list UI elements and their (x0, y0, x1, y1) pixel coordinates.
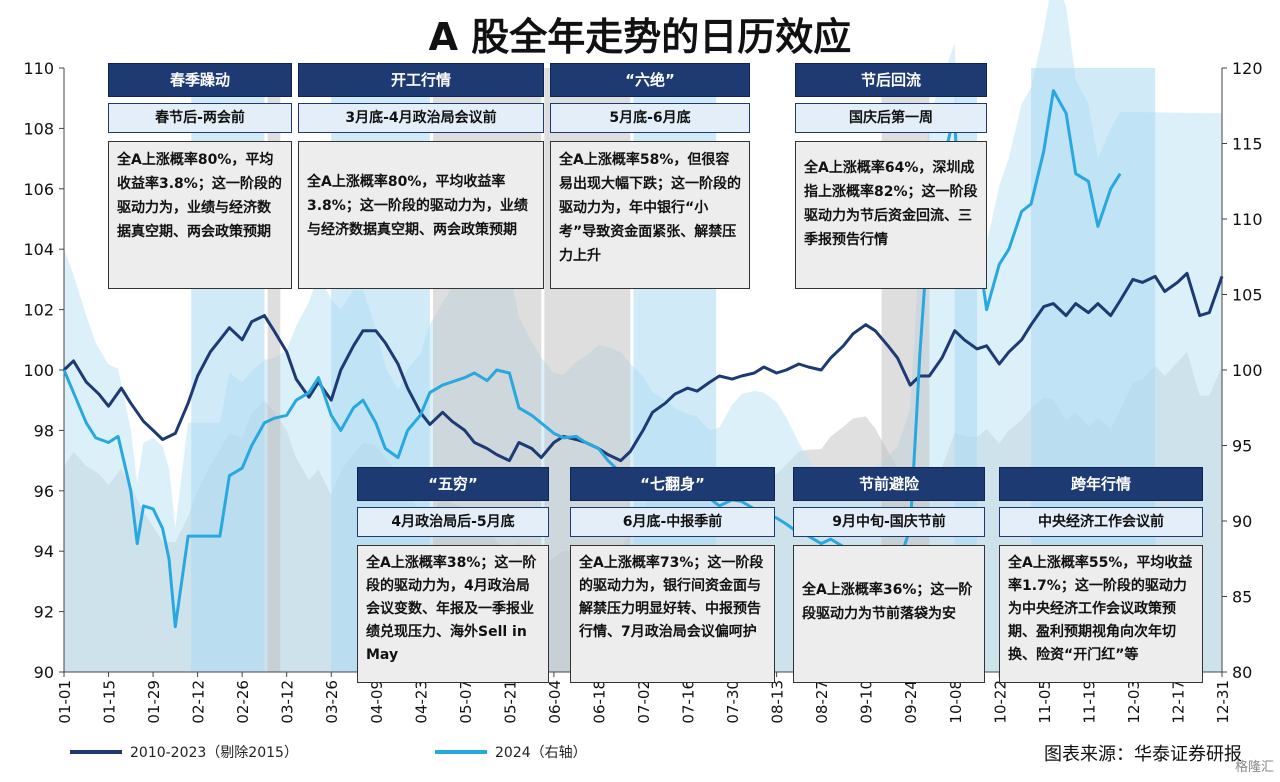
phase-title: 春季躁动 (108, 63, 292, 97)
phase-description: 全A上涨概率36%；这一阶段驱动力为节前落袋为安 (793, 545, 985, 683)
phase-spring-rally: 春季躁动 春节后-两会前 全A上涨概率80%，平均收益率3.8%；这一阶段的驱动… (108, 63, 292, 289)
phase-description: 全A上涨概率58%，但很容易出现大幅下跌；这一阶段的驱动力为，年中银行“小考”导… (550, 141, 750, 289)
y-left-tick-label: 90 (34, 663, 54, 682)
y-left-tick-label: 96 (34, 482, 54, 501)
legend-series1: 2010-2023（剔除2015） (70, 742, 298, 762)
x-tick-label: 07-02 (635, 680, 653, 724)
phase-description: 全A上涨概率80%，平均收益率3.8%；这一阶段的驱动力为，业绩与经济数据真空期… (298, 141, 544, 289)
x-tick-label: 04-23 (412, 680, 430, 724)
x-tick-label: 02-26 (234, 680, 252, 724)
x-tick-label: 03-26 (323, 680, 341, 724)
y-left-tick-label: 98 (34, 421, 54, 440)
x-tick-label: 01-01 (56, 680, 74, 724)
x-tick-label: 07-16 (680, 680, 698, 724)
phase-title: 节前避险 (793, 467, 985, 501)
y-right-tick-label: 115 (1232, 135, 1263, 154)
x-tick-label: 07-30 (724, 680, 742, 724)
x-tick-label: 06-18 (590, 680, 608, 724)
phase-year-end: 跨年行情 中央经济工作会议前 全A上涨概率55%，平均收益率1.7%；这一阶段的… (999, 467, 1203, 683)
x-tick-label: 03-12 (279, 680, 297, 724)
phase-subtitle: 国庆后第一周 (795, 103, 987, 133)
legend-label-series2: 2024（右轴） (495, 745, 587, 761)
phase-pre-holiday: 节前避险 9月中旬-国庆节前 全A上涨概率36%；这一阶段驱动力为节前落袋为安 (793, 467, 985, 683)
x-tick-label: 09-10 (858, 680, 876, 724)
x-tick-label: 05-21 (501, 680, 519, 724)
y-left-tick-label: 92 (34, 603, 54, 622)
x-tick-label: 10-22 (991, 680, 1009, 724)
x-tick-label: 06-04 (546, 680, 564, 724)
x-tick-label: 05-07 (457, 680, 475, 724)
phase-may: “五穷” 4月政治局后-5月底 全A上涨概率38%；这一阶段的驱动力为，4月政治… (357, 467, 549, 683)
phase-subtitle: 中央经济工作会议前 (999, 507, 1203, 537)
watermark: 格隆汇 (1234, 760, 1274, 775)
phase-july: “七翻身” 6月底-中报季前 全A上涨概率73%；这一阶段的驱动力为，银行间资金… (570, 467, 775, 683)
phase-title: “五穷” (357, 467, 549, 501)
phase-title: 开工行情 (298, 63, 544, 97)
x-tick-label: 08-27 (813, 680, 831, 724)
phase-description: 全A上涨概率73%；这一阶段的驱动力为，银行间资金面与解禁压力明显好转、中报预告… (570, 545, 775, 683)
y-left-tick-label: 102 (23, 301, 54, 320)
y-right-tick-label: 85 (1232, 588, 1252, 607)
phase-subtitle: 3月底-4月政治局会议前 (298, 103, 544, 133)
y-left-tick-label: 110 (23, 59, 54, 78)
x-tick-label: 08-13 (769, 680, 787, 724)
phase-june: “六绝” 5月底-6月底 全A上涨概率58%，但很容易出现大幅下跌；这一阶段的驱… (550, 63, 750, 289)
axes: 90 92 94 96 98 100 102 104 106 108 110 80 85 90 95 100 1… (23, 59, 1262, 724)
phase-work-resume: 开工行情 3月底-4月政治局会议前 全A上涨概率80%，平均收益率3.8%；这一… (298, 63, 544, 289)
y-right-tick-label: 100 (1232, 361, 1263, 380)
x-tick-label: 04-09 (368, 680, 386, 724)
phase-post-holiday: 节后回流 国庆后第一周 全A上涨概率64%，深圳成指上涨概率82%；这一阶段驱动… (795, 63, 987, 289)
phase-subtitle: 6月底-中报季前 (570, 507, 775, 537)
x-tick-label: 12-31 (1214, 680, 1232, 724)
phase-title: “六绝” (550, 63, 750, 97)
y-left-tick-label: 104 (23, 240, 54, 259)
x-tick-label: 12-03 (1125, 680, 1143, 724)
y-right-tick-label: 90 (1232, 512, 1252, 531)
legend-swatch-series2 (435, 750, 487, 754)
phase-subtitle: 春节后-两会前 (108, 103, 292, 133)
phase-subtitle: 4月政治局后-5月底 (357, 507, 549, 537)
x-tick-label: 10-08 (947, 680, 965, 724)
legend-swatch-series1 (70, 750, 122, 754)
y-left-tick-label: 100 (23, 361, 54, 380)
y-left-tick-label: 94 (34, 542, 54, 561)
y-right-tick-label: 120 (1232, 59, 1263, 78)
phase-title: 跨年行情 (999, 467, 1203, 501)
phase-description: 全A上涨概率80%，平均收益率3.8%；这一阶段的驱动力为，业绩与经济数据真空期… (108, 141, 292, 289)
x-tick-label: 02-12 (190, 680, 208, 724)
legend-series2: 2024（右轴） (435, 742, 587, 762)
y-right-tick-label: 95 (1232, 437, 1252, 456)
phase-description: 全A上涨概率38%；这一阶段的驱动力为，4月政治局会议变数、年报及一季报业绩兑现… (357, 545, 549, 683)
x-tick-label: 12-17 (1169, 680, 1187, 724)
chart-title: A 股全年走势的日历效应 (428, 15, 852, 59)
phase-description: 全A上涨概率64%，深圳成指上涨概率82%；这一阶段驱动力为节后资金回流、三季报… (795, 141, 987, 289)
legend-label-series1: 2010-2023（剔除2015） (130, 745, 298, 761)
x-tick-label: 01-29 (145, 680, 163, 724)
phase-subtitle: 5月底-6月底 (550, 103, 750, 133)
source-note: 图表来源：华泰证券研报 (1044, 744, 1242, 765)
phase-subtitle: 9月中旬-国庆节前 (793, 507, 985, 537)
y-right-tick-label: 105 (1232, 286, 1263, 305)
x-tick-label: 01-15 (101, 680, 119, 724)
phase-title: 节后回流 (795, 63, 987, 97)
x-tick-label: 11-19 (1080, 680, 1098, 724)
phase-description: 全A上涨概率55%，平均收益率1.7%；这一阶段的驱动力为中央经济工作会议政策预… (999, 545, 1203, 683)
y-left-tick-label: 108 (23, 119, 54, 138)
y-right-tick-label: 80 (1232, 663, 1252, 682)
x-tick-label: 11-05 (1036, 680, 1054, 724)
phase-title: “七翻身” (570, 467, 775, 501)
y-left-tick-label: 106 (23, 180, 54, 199)
y-right-tick-label: 110 (1232, 210, 1263, 229)
x-tick-label: 09-24 (902, 680, 920, 724)
